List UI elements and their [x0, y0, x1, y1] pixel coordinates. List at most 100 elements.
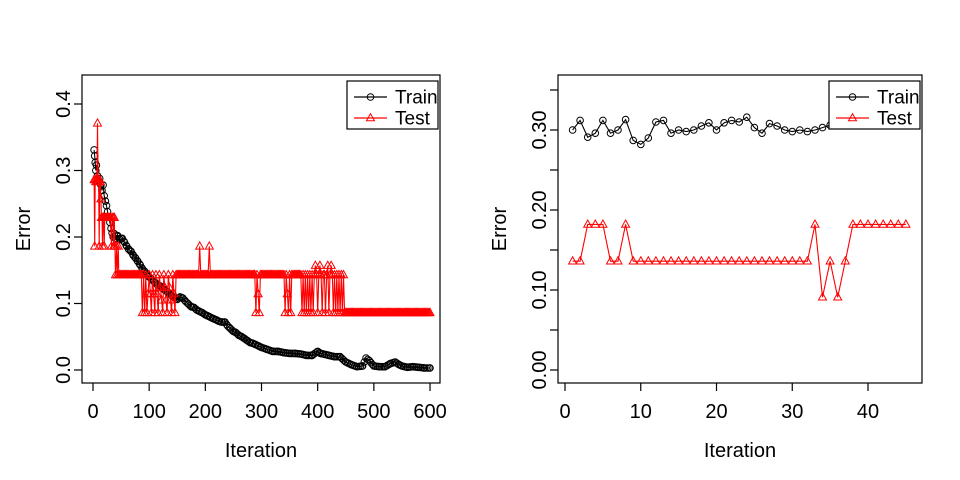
circle-marker — [727, 116, 736, 125]
circle-marker — [583, 133, 592, 141]
circle-marker — [659, 116, 668, 125]
triangle-marker — [651, 255, 661, 265]
train-series — [90, 146, 434, 372]
triangle-marker — [757, 255, 767, 265]
y-axis-label: Error — [13, 206, 35, 251]
circle-marker — [92, 166, 100, 175]
triangle-marker — [825, 255, 835, 265]
y-axis: 0.0 0.1 0.2 0.3 0.4 — [53, 90, 82, 384]
triangle-marker — [840, 255, 851, 265]
triangle-marker — [165, 294, 176, 304]
triangle-marker — [170, 307, 180, 317]
circle-marker — [735, 118, 744, 126]
triangle-marker — [855, 218, 866, 228]
triangle-marker — [688, 255, 699, 265]
triangle-marker — [658, 255, 669, 265]
circle-marker — [116, 235, 124, 244]
left-plot: 0 100 200 300 400 500 600 0.0 0.1 0.2 0.3 0.4 Iterat… — [13, 74, 447, 462]
circle-marker — [682, 127, 691, 136]
triangle-marker — [326, 260, 337, 269]
triangle-marker — [96, 193, 106, 203]
legend-box — [346, 80, 439, 130]
triangle-marker — [254, 307, 265, 317]
triangle-marker — [893, 218, 904, 228]
circle-marker — [568, 126, 577, 134]
triangle-marker — [92, 117, 103, 127]
triangle-marker — [673, 255, 684, 265]
y-tick-label: 0.3 — [53, 157, 75, 185]
triangle-marker — [613, 255, 623, 265]
legend-label: Train — [395, 88, 438, 109]
triangle-marker — [204, 240, 215, 250]
right-plot: 0 10 20 30 40 0.00 0.10 0.20 0.30 Iteration Error T… — [489, 74, 923, 462]
triangle-marker — [620, 218, 631, 228]
triangle-marker — [681, 255, 692, 265]
triangle-marker — [878, 218, 889, 228]
y-axis-label: Error — [489, 206, 511, 251]
x-axis: 0 100 200 300 400 500 600 — [87, 383, 447, 423]
triangle-marker — [885, 218, 896, 228]
x-tick-label: 200 — [189, 401, 222, 423]
triangle-marker — [628, 255, 639, 265]
triangle-marker — [99, 240, 110, 250]
circle-marker — [599, 116, 607, 125]
circle-marker — [690, 126, 698, 134]
circle-marker — [788, 127, 797, 136]
triangle-marker — [152, 288, 162, 298]
triangle-marker — [282, 288, 293, 298]
triangle-marker — [848, 218, 858, 228]
circle-marker — [818, 123, 827, 132]
triangle-marker — [817, 291, 828, 301]
triangle-marker — [285, 307, 296, 317]
triangle-marker — [794, 255, 805, 265]
triangle-marker — [810, 218, 820, 228]
x-tick-label: 100 — [132, 401, 165, 423]
triangle-marker — [719, 255, 729, 265]
plot-box — [557, 74, 923, 384]
triangle-marker — [590, 218, 601, 228]
legend-box — [828, 80, 921, 130]
triangle-marker — [832, 291, 843, 301]
triangle-marker — [779, 255, 790, 265]
circle-marker — [576, 116, 584, 125]
circle-marker — [720, 119, 728, 127]
triangle-marker — [787, 255, 798, 265]
circle-marker — [637, 140, 645, 149]
triangle-marker — [711, 255, 722, 265]
triangle-marker — [109, 212, 120, 221]
triangle-marker — [253, 288, 263, 298]
circle-marker — [796, 126, 804, 134]
triangle-marker — [567, 255, 578, 265]
triangle-marker — [734, 255, 745, 265]
circle-marker — [697, 122, 706, 130]
triangle-marker — [741, 255, 752, 265]
triangle-marker — [802, 255, 813, 265]
circle-marker — [606, 129, 615, 137]
x-tick-label: 20 — [705, 401, 727, 423]
x-axis-label: Iteration — [704, 440, 776, 462]
circle-marker — [780, 126, 789, 134]
x-tick-label: 0 — [559, 401, 570, 423]
y-tick-label: 0.10 — [529, 271, 551, 310]
circle-marker — [811, 126, 819, 134]
circle-marker — [614, 126, 622, 134]
x-tick-label: 40 — [857, 401, 879, 423]
triangle-marker — [575, 255, 585, 265]
triangle-marker — [704, 255, 714, 265]
test-series — [567, 218, 911, 301]
circle-marker — [848, 93, 857, 101]
legend-label: Test — [395, 109, 431, 130]
legend-label: Test — [877, 109, 913, 130]
triangle-marker — [605, 255, 616, 265]
y-tick-label: 0.20 — [529, 191, 551, 230]
train-line — [93, 149, 430, 369]
circle-marker — [358, 362, 367, 370]
triangle-marker — [582, 218, 593, 228]
y-tick-label: 0.4 — [53, 90, 75, 118]
circle-marker — [101, 197, 110, 205]
triangle-marker — [315, 260, 325, 269]
y-tick-label: 0.30 — [529, 111, 551, 150]
